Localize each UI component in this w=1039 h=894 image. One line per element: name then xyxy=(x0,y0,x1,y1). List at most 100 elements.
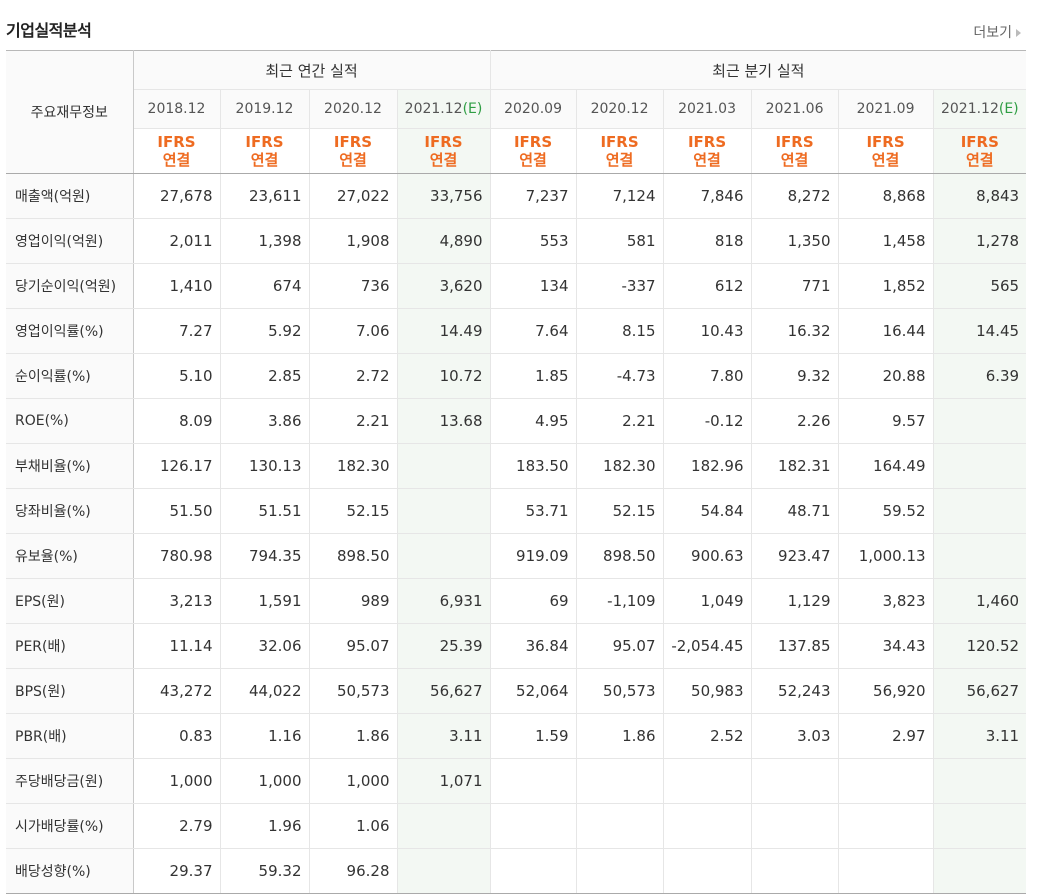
table-cell: 8.09 xyxy=(133,398,221,444)
row-label: 부채비율(%) xyxy=(6,443,134,489)
more-link[interactable]: 더보기 xyxy=(973,22,1021,42)
group-header-row: 주요재무정보 최근 연간 실적 최근 분기 실적 xyxy=(6,50,1027,174)
table-cell: 9.32 xyxy=(751,353,839,399)
ifrs-label: IFRS 연결 xyxy=(220,128,310,174)
table-cell: 898.50 xyxy=(309,533,398,579)
table-cell: 56,627 xyxy=(933,668,1027,714)
quarter-period-header: 2021.12(E) xyxy=(933,89,1027,129)
ifrs-line1: IFRS xyxy=(600,133,639,151)
table-cell: 8.15 xyxy=(576,308,664,354)
table-cell: 5.92 xyxy=(220,308,310,354)
table-cell: 120.52 xyxy=(933,623,1027,669)
table-cell: 780.98 xyxy=(133,533,221,579)
table-cell: 8,868 xyxy=(838,173,934,219)
table-cell: 1,852 xyxy=(838,263,934,309)
table-cell: -1,109 xyxy=(576,578,664,624)
table-cell: 4.95 xyxy=(489,398,577,444)
table-cell: 53.71 xyxy=(489,488,577,534)
table-cell: 1,000 xyxy=(309,758,398,804)
table-cell: 1.85 xyxy=(489,353,577,399)
table-cell: 56,920 xyxy=(838,668,934,714)
quarter-period-header: 2020.09 xyxy=(489,89,577,129)
row-label: 순이익률(%) xyxy=(6,353,134,399)
table-cell: 3,620 xyxy=(397,263,491,309)
table-cell: 52.15 xyxy=(576,488,664,534)
table-cell: 898.50 xyxy=(576,533,664,579)
table-cell: 3.86 xyxy=(220,398,310,444)
table-cell: -337 xyxy=(576,263,664,309)
estimate-mark: (E) xyxy=(998,101,1019,117)
table-cell: 183.50 xyxy=(489,443,577,489)
table-cell: 2.85 xyxy=(220,353,310,399)
table-cell: 69 xyxy=(489,578,577,624)
chevron-right-icon xyxy=(1016,29,1021,37)
ifrs-line2: 연결 xyxy=(693,151,721,169)
period-label: 2020.12 xyxy=(590,101,649,117)
ifrs-header-row: IFRS 연결 IFRS 연결 IFRS 연결 IFRS 연결 IFRS 연결 IFRS 연결 IFRS… xyxy=(6,128,1027,174)
period-label: 2021.12 xyxy=(404,101,463,117)
table-cell: 9.57 xyxy=(838,398,934,444)
table-cell xyxy=(663,758,752,804)
table-cell: 1.86 xyxy=(309,713,398,759)
table-cell: 59.32 xyxy=(220,848,310,894)
table-cell: 43,272 xyxy=(133,668,221,714)
table-cell: 612 xyxy=(663,263,752,309)
table-cell: 7,124 xyxy=(576,173,664,219)
ifrs-line2: 연결 xyxy=(871,151,900,169)
row-label: 배당성향(%) xyxy=(6,848,134,894)
table-cell: 6.39 xyxy=(933,353,1027,399)
table-row: 배당성향(%) 29.37 59.32 96.28 xyxy=(6,848,1027,894)
ifrs-label: IFRS 연결 xyxy=(663,128,752,174)
table-cell: 900.63 xyxy=(663,533,752,579)
table-cell: 2.26 xyxy=(751,398,839,444)
table-cell xyxy=(838,758,934,804)
table-cell: 6,931 xyxy=(397,578,491,624)
ifrs-line2: 연결 xyxy=(519,151,547,169)
table-cell: 1,071 xyxy=(397,758,491,804)
table-cell: 2.21 xyxy=(576,398,664,444)
table-cell: 16.32 xyxy=(751,308,839,354)
table-cell: 2.97 xyxy=(838,713,934,759)
table-cell: 20.88 xyxy=(838,353,934,399)
table-cell: 50,573 xyxy=(309,668,398,714)
table-cell: 182.30 xyxy=(309,443,398,489)
row-label: 영업이익률(%) xyxy=(6,308,134,354)
table-cell: 1,460 xyxy=(933,578,1027,624)
table-cell: 95.07 xyxy=(309,623,398,669)
table-cell: 182.31 xyxy=(751,443,839,489)
period-label: 2021.03 xyxy=(678,101,736,117)
table-cell: 137.85 xyxy=(751,623,839,669)
table-cell: 27,022 xyxy=(309,173,398,219)
table-row: BPS(원) 43,272 44,022 50,573 56,627 52,064 50,5… xyxy=(6,668,1027,714)
financial-summary-table: 주요재무정보 최근 연간 실적 최근 분기 실적 2018.12 2019.12 2… xyxy=(6,50,1027,894)
quarter-period-header: 2020.12 xyxy=(576,89,664,129)
ifrs-label: IFRS 연결 xyxy=(133,128,221,174)
table-cell: 1.96 xyxy=(220,803,310,849)
table-cell: 2.21 xyxy=(309,398,398,444)
table-cell: 3.11 xyxy=(933,713,1027,759)
period-label: 2019.12 xyxy=(235,101,294,117)
table-cell: 44,022 xyxy=(220,668,310,714)
ifrs-line2: 연결 xyxy=(162,151,191,169)
table-cell: 1,591 xyxy=(220,578,310,624)
row-label: 당기순이익(억원) xyxy=(6,263,134,309)
table-cell: 1,000.13 xyxy=(838,533,934,579)
table-cell: 27,678 xyxy=(133,173,221,219)
annual-period-header: 2020.12 xyxy=(309,89,398,129)
table-cell: 134 xyxy=(489,263,577,309)
ifrs-line1: IFRS xyxy=(333,133,373,151)
table-cell xyxy=(576,803,664,849)
table-cell xyxy=(489,803,577,849)
ifrs-line1: IFRS xyxy=(513,133,553,151)
table-cell: 1,000 xyxy=(133,758,221,804)
table-cell: 7.27 xyxy=(133,308,221,354)
table-cell: 3,823 xyxy=(838,578,934,624)
table-cell xyxy=(933,803,1027,849)
table-cell xyxy=(489,848,577,894)
table-cell: 989 xyxy=(309,578,398,624)
table-cell: 2.79 xyxy=(133,803,221,849)
table-cell: 13.68 xyxy=(397,398,491,444)
table-cell xyxy=(397,443,491,489)
table-cell: 2.52 xyxy=(663,713,752,759)
table-cell: 1.06 xyxy=(309,803,398,849)
